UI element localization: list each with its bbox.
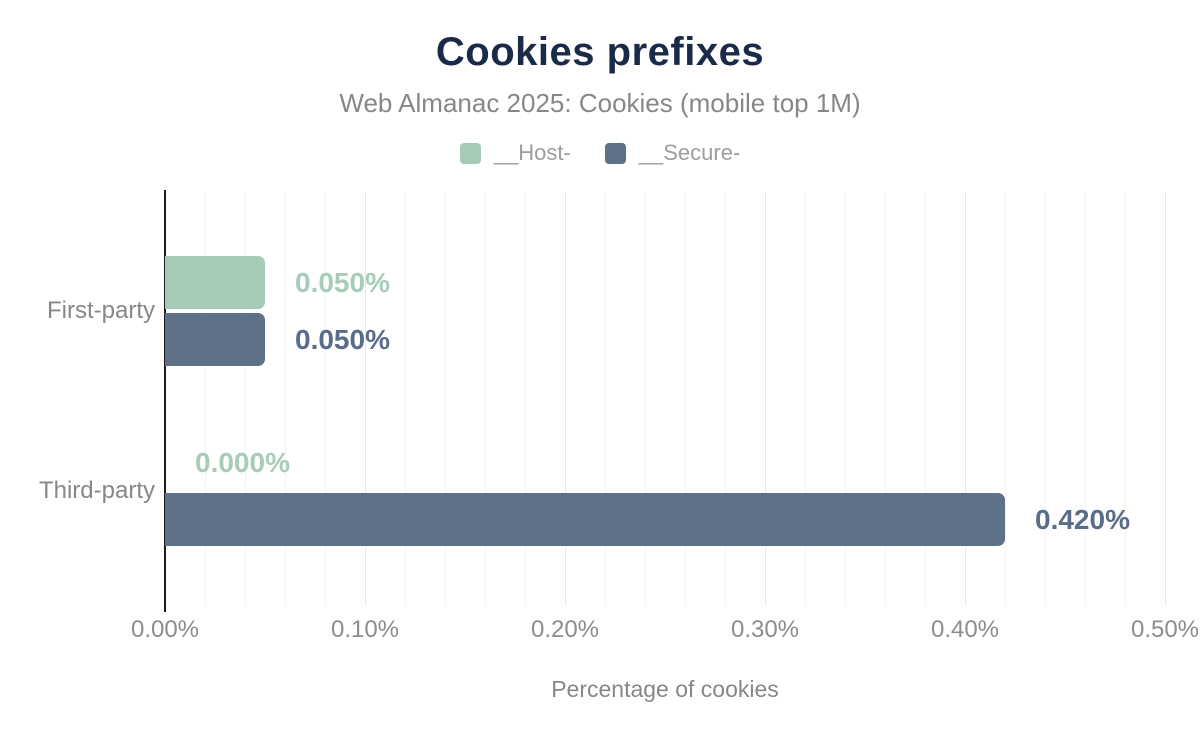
gridline-minor xyxy=(604,192,606,606)
gridline-minor xyxy=(684,192,686,606)
legend-swatch-secure xyxy=(604,142,626,164)
x-tick-040: 0.40% xyxy=(930,616,1000,643)
gridline-major xyxy=(364,192,366,606)
bar-firstparty-secure[interactable] xyxy=(165,313,265,366)
value-label-thirdparty-secure: 0.420% xyxy=(1035,503,1130,535)
gridline-minor xyxy=(644,192,646,606)
gridline-minor xyxy=(844,192,846,606)
gridline-minor xyxy=(324,192,326,606)
value-label-thirdparty-host: 0.000% xyxy=(195,446,290,478)
gridline-minor xyxy=(404,192,406,606)
gridline-minor xyxy=(804,192,806,606)
legend-item-secure[interactable]: __Secure- xyxy=(604,140,741,166)
gridline-minor xyxy=(1084,192,1086,606)
chart-title: Cookies prefixes xyxy=(435,30,765,74)
plot-area: 0.050% 0.050% 0.000% 0.420% xyxy=(165,192,1166,606)
y-axis-line xyxy=(164,190,166,612)
gridline-minor xyxy=(524,192,526,606)
x-tick-010: 0.10% xyxy=(330,616,400,643)
gridline-minor xyxy=(484,192,486,606)
legend-label-secure: __Secure- xyxy=(638,140,741,165)
x-tick-000: 0.00% xyxy=(130,616,200,643)
gridline-major xyxy=(764,192,766,606)
gridline-minor xyxy=(1044,192,1046,606)
bar-thirdparty-secure[interactable] xyxy=(165,493,1005,546)
gridline-minor xyxy=(444,192,446,606)
bar-firstparty-host[interactable] xyxy=(165,256,265,309)
chart-subtitle: Web Almanac 2025: Cookies (mobile top 1M… xyxy=(339,88,861,118)
gridline-minor xyxy=(724,192,726,606)
x-axis-title: Percentage of cookies xyxy=(551,676,779,702)
gridline-major xyxy=(564,192,566,606)
chart-legend: __Host- __Secure- xyxy=(0,140,1200,166)
gridline-minor xyxy=(284,192,286,606)
legend-swatch-host xyxy=(459,142,481,164)
category-label-firstparty: First-party xyxy=(47,297,155,324)
x-tick-030: 0.30% xyxy=(730,616,800,643)
gridline-major xyxy=(1164,192,1166,606)
value-label-firstparty-host: 0.050% xyxy=(295,266,390,298)
legend-item-host[interactable]: __Host- xyxy=(459,140,571,166)
x-tick-020: 0.20% xyxy=(530,616,600,643)
gridline-minor xyxy=(204,192,206,606)
gridline-minor xyxy=(1004,192,1006,606)
gridline-major xyxy=(964,192,966,606)
x-tick-050: 0.50% xyxy=(1130,616,1200,643)
gridline-minor xyxy=(244,192,246,606)
gridline-minor xyxy=(924,192,926,606)
gridline-minor xyxy=(884,192,886,606)
category-label-thirdparty: Third-party xyxy=(38,477,155,504)
gridline-minor xyxy=(1124,192,1126,606)
value-label-firstparty-secure: 0.050% xyxy=(295,323,390,355)
legend-label-host: __Host- xyxy=(493,140,571,165)
